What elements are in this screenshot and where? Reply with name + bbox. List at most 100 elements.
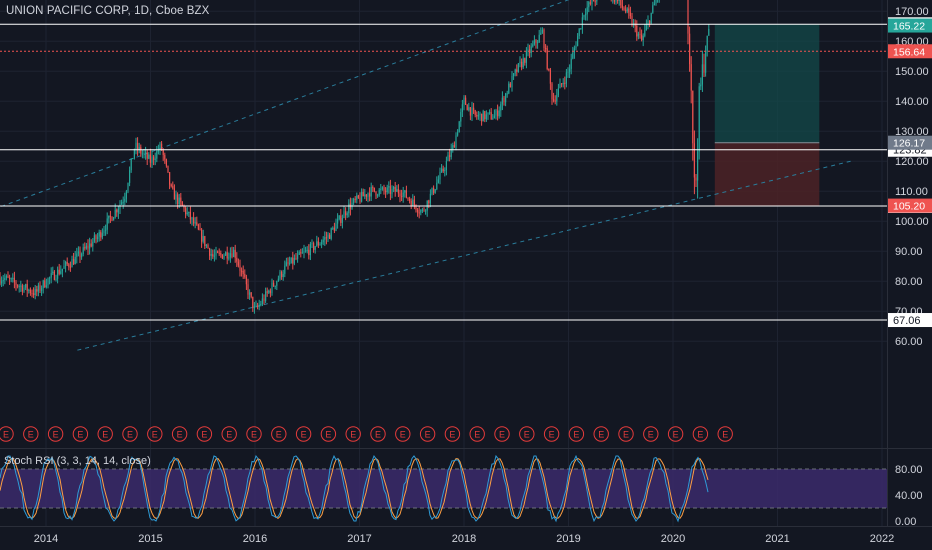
candle-body xyxy=(73,259,75,265)
candle-body xyxy=(153,156,155,160)
candle-body xyxy=(618,0,620,1)
candle-body xyxy=(285,262,287,266)
candle-body xyxy=(449,155,451,157)
candle-body xyxy=(693,143,695,178)
earnings-event-icon: E xyxy=(395,426,411,442)
candle-body xyxy=(5,275,7,279)
candle-body xyxy=(386,187,388,193)
grid-lines xyxy=(0,0,887,526)
candle-body xyxy=(479,113,481,116)
candle-body xyxy=(189,211,191,220)
candle-body xyxy=(58,269,60,274)
candle-body xyxy=(178,197,180,205)
candle-body xyxy=(365,194,367,197)
earnings-event-icon: E xyxy=(171,426,188,442)
candle-body xyxy=(421,209,423,211)
candle-body xyxy=(314,246,316,250)
candle-body xyxy=(389,186,391,194)
candle-body xyxy=(140,147,142,154)
candle-body xyxy=(506,93,508,95)
earnings-event-icon: E xyxy=(122,426,138,442)
target-zone xyxy=(714,24,820,143)
candle-body xyxy=(538,34,540,43)
candle-body xyxy=(55,278,57,280)
candle-body xyxy=(236,257,238,262)
candle-body xyxy=(551,83,553,100)
candle-body xyxy=(146,152,148,159)
candle-body xyxy=(245,276,247,285)
candle-body xyxy=(405,190,407,198)
candle-body xyxy=(589,2,591,4)
earnings-event-icon: E xyxy=(246,426,262,442)
candle-body xyxy=(445,161,447,171)
candle-body xyxy=(407,197,409,199)
earnings-event-icon: E xyxy=(320,426,337,442)
candle-body xyxy=(201,229,203,242)
candle-body xyxy=(26,284,28,291)
candle-body xyxy=(252,296,254,309)
candle-body xyxy=(509,83,511,88)
event-letter: E xyxy=(375,429,381,439)
candle-body xyxy=(188,211,190,213)
candle-body xyxy=(81,254,83,258)
candle-body xyxy=(692,90,694,144)
candle-body xyxy=(621,5,623,8)
candle-body xyxy=(266,291,268,293)
candle-body xyxy=(4,278,6,281)
candle-body xyxy=(281,271,283,278)
candle-body xyxy=(431,187,433,194)
candle-body xyxy=(309,243,311,256)
candle-body xyxy=(148,154,150,159)
candle-body xyxy=(301,252,303,254)
price-badge-126.17: 126.17 xyxy=(888,135,932,150)
candle-body xyxy=(154,158,156,160)
candle-body xyxy=(567,71,569,73)
candle-body xyxy=(109,215,111,217)
earnings-event-icon: E xyxy=(147,426,163,442)
candle-body xyxy=(412,199,414,207)
candle-body xyxy=(458,121,460,133)
candle-body xyxy=(580,28,582,30)
candle-body xyxy=(287,262,289,264)
position-tool[interactable] xyxy=(714,24,820,206)
candle-body xyxy=(620,0,622,6)
event-letter: E xyxy=(673,429,679,439)
candle-body xyxy=(573,48,575,53)
candle-body xyxy=(162,149,164,155)
candle-body xyxy=(452,145,454,150)
candle-body xyxy=(437,179,439,183)
candle-body xyxy=(473,107,475,111)
channel-lines[interactable] xyxy=(0,0,851,351)
candle-body xyxy=(530,46,532,54)
candle-body xyxy=(380,188,382,190)
candle-body xyxy=(514,69,516,74)
earnings-event-icon: E xyxy=(717,426,733,442)
candle-body xyxy=(85,245,87,249)
candle-body xyxy=(413,199,415,205)
candle-body xyxy=(474,110,476,115)
candle-body xyxy=(383,187,385,191)
stoch-tick-label: 40.00 xyxy=(895,490,923,502)
candle-body xyxy=(394,187,396,192)
candle-body xyxy=(156,150,158,159)
candle-body xyxy=(385,190,387,193)
candle-body xyxy=(282,273,284,278)
candle-body xyxy=(353,198,355,203)
candle-body xyxy=(215,251,217,256)
candle-body xyxy=(417,209,419,213)
candle-body xyxy=(196,222,198,225)
event-letter: E xyxy=(350,429,356,439)
candle-body xyxy=(241,270,243,272)
candle-body xyxy=(98,232,100,237)
candle-body xyxy=(289,263,291,265)
candle-body xyxy=(701,64,703,85)
candle-body xyxy=(159,143,161,151)
candle-body xyxy=(626,8,628,12)
candle-body xyxy=(644,30,646,36)
horizontal-levels[interactable] xyxy=(0,23,887,321)
price-candles xyxy=(0,0,710,314)
candle-body xyxy=(393,187,395,189)
candle-body xyxy=(175,194,177,200)
candle-body xyxy=(71,259,73,268)
